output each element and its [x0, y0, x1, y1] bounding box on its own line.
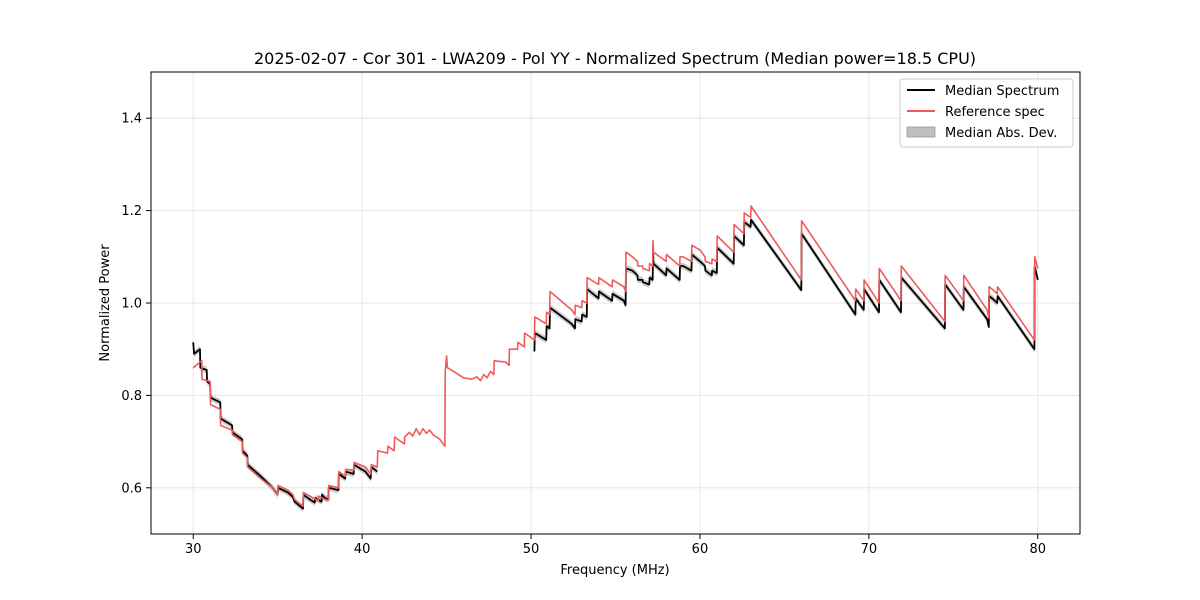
reference-spectrum-line — [192, 205, 1039, 508]
legend-median-label: Median Spectrum — [945, 84, 1059, 99]
y-tick-label: 1.2 — [121, 204, 142, 219]
reference-spectrum-series — [192, 205, 1039, 508]
y-tick-label: 1.4 — [121, 112, 142, 127]
legend-reference-label: Reference spec — [945, 105, 1045, 120]
y-tick-label: 0.6 — [121, 481, 142, 496]
mad-band-segment — [193, 339, 378, 512]
legend-box — [899, 78, 1074, 148]
chart-title: 2025-02-07 - Cor 301 - LWA209 - Pol YY -… — [254, 49, 976, 68]
x-tick-label: 50 — [523, 542, 540, 557]
x-tick-label: 70 — [861, 542, 878, 557]
legend-mad-swatch — [906, 126, 936, 138]
y-tick-label: 0.8 — [121, 389, 142, 404]
y-axis-label: Normalized Power — [98, 244, 113, 362]
legend-mad-label: Median Abs. Dev. — [945, 126, 1057, 141]
y-axis-ticks: 0.6 0.8 1.0 1.2 1.4 — [121, 112, 151, 496]
legend: Median Spectrum Reference spec Median Ab… — [899, 78, 1074, 148]
x-tick-label: 40 — [354, 542, 371, 557]
y-tick-label: 1.0 — [121, 297, 142, 312]
mad-band — [193, 216, 1038, 512]
x-axis-label: Frequency (MHz) — [560, 563, 669, 578]
x-tick-label: 80 — [1029, 542, 1046, 557]
x-axis-ticks: 30 40 50 60 70 80 — [185, 534, 1046, 557]
x-tick-label: 60 — [692, 542, 709, 557]
x-tick-label: 30 — [185, 542, 202, 557]
